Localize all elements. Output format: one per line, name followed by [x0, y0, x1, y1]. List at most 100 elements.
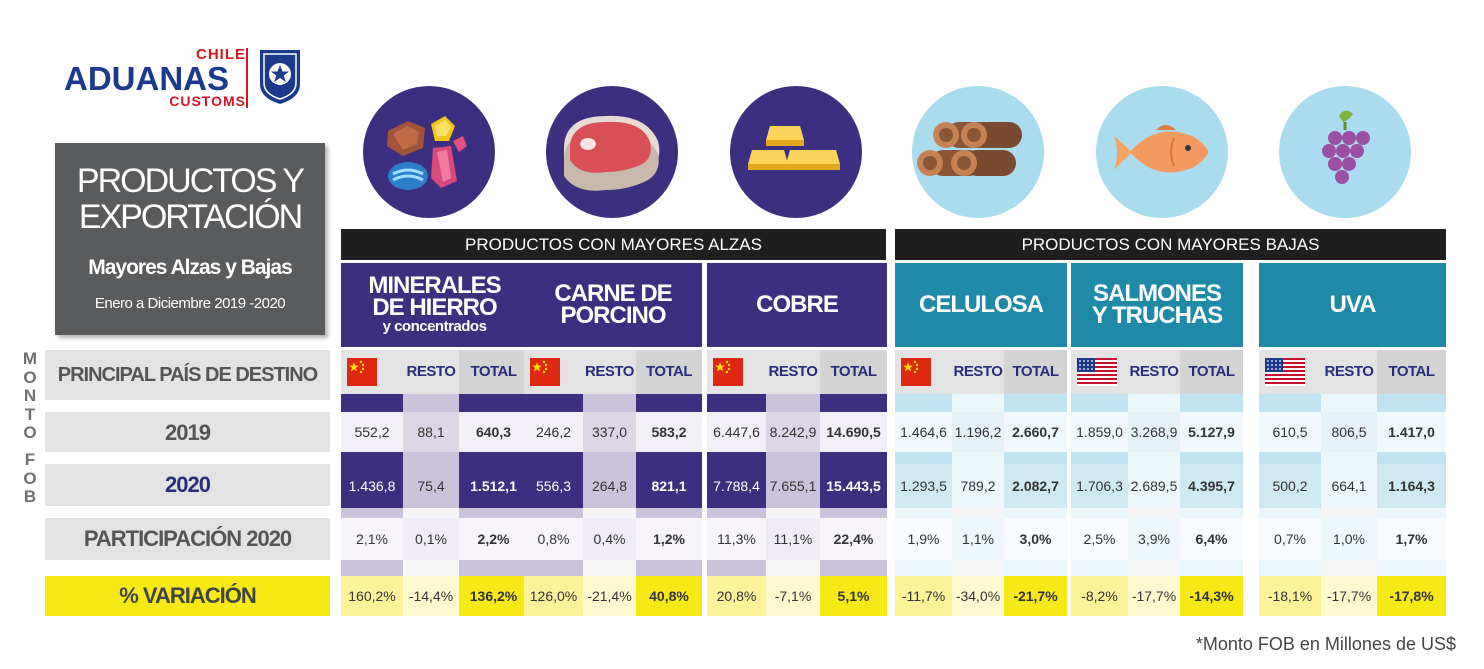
resto-header: RESTO: [1324, 363, 1374, 380]
period: Enero a Diciembre 2019 -2020: [94, 295, 286, 312]
row-spacer: [820, 508, 887, 518]
part-cell: 22,4%: [820, 518, 887, 560]
subtitle: Mayores Alzas y Bajas: [88, 256, 293, 279]
row-spacer: [952, 560, 1004, 576]
fish-icon: [1096, 86, 1228, 218]
total-header: TOTAL: [1180, 350, 1243, 394]
vlabel-letter: O: [23, 423, 37, 443]
title-panel: PRODUCTOS Y EXPORTACIÓN Mayores Alzas y …: [55, 143, 325, 335]
v2019-cell: 5.127,9: [1180, 412, 1243, 452]
part-cell: 11,1%: [766, 518, 820, 560]
product-name-line: COBRE: [756, 291, 839, 318]
var-cell: -7,1%: [766, 576, 820, 616]
row-spacer: [820, 560, 887, 576]
v2019-cell: 640,3: [459, 412, 528, 452]
row-spacer: [766, 560, 820, 576]
v2020-cell: 264,8: [583, 464, 636, 508]
row-spacer: [1071, 560, 1128, 576]
row-spacer: [1004, 508, 1067, 518]
product-title: CELULOSA: [895, 263, 1067, 347]
row-spacer: [895, 452, 952, 464]
v2020-cell: 1.706,3: [1071, 464, 1128, 508]
v2020-cell: 4.395,7: [1180, 464, 1243, 508]
row-spacer: [1071, 394, 1128, 412]
row-spacer: [1128, 560, 1180, 576]
vlabel-letter: N: [23, 386, 37, 406]
row-spacer: [952, 508, 1004, 518]
row-spacer: [1071, 452, 1128, 464]
logo-divider: [246, 48, 248, 108]
vlabel-letter: F: [24, 449, 36, 469]
part-cell: 1,9%: [895, 518, 952, 560]
row-spacer: [952, 452, 1004, 464]
v2020-cell: 2.082,7: [1004, 464, 1067, 508]
row-spacer: [1128, 508, 1180, 518]
row-spacer: [583, 508, 636, 518]
vlabel-letter: M: [22, 349, 38, 368]
vlabel-letter: O: [23, 468, 37, 488]
var-cell: 136,2%: [459, 576, 528, 616]
row-spacer: [403, 452, 459, 464]
var-cell: -14,3%: [1180, 576, 1243, 616]
row-spacer: [341, 452, 403, 464]
part-cell: 2,2%: [459, 518, 528, 560]
row-spacer: [1321, 394, 1377, 412]
china-flag: [347, 358, 377, 386]
vlabel-letter: O: [23, 367, 37, 387]
v2020-cell: 7.788,4: [707, 464, 766, 508]
row-spacer: [1004, 394, 1067, 412]
var-cell: 126,0%: [524, 576, 583, 616]
minerals-icon: [363, 86, 495, 218]
monto-fob-vertical-label: M O N T O F O B: [20, 349, 40, 507]
section-header-bajas: PRODUCTOS CON MAYORES BAJAS: [895, 229, 1446, 260]
row-spacer: [1321, 452, 1377, 464]
product-name-line: CARNE DE: [554, 280, 672, 307]
product-name-line: DE HIERRO: [372, 294, 497, 321]
part-cell: 1,7%: [1377, 518, 1446, 560]
product-name-line: CELULOSA: [919, 291, 1044, 318]
v2019-cell: 552,2: [341, 412, 403, 452]
row-spacer: [1321, 508, 1377, 518]
customs-badge-icon: [260, 50, 300, 104]
row-spacer: [1259, 394, 1321, 412]
row-spacer: [895, 394, 952, 412]
usa-flag: [1265, 358, 1305, 386]
v2020-cell: 1.436,8: [341, 464, 403, 508]
product-name-line: PORCINO: [560, 302, 666, 329]
part-cell: 0,4%: [583, 518, 636, 560]
var-cell: 160,2%: [341, 576, 403, 616]
var-cell: -21,4%: [583, 576, 636, 616]
v2019-cell: 337,0: [583, 412, 636, 452]
row-spacer: [459, 394, 528, 412]
v2020-cell: 7.655,1: [766, 464, 820, 508]
row-spacer: [1377, 508, 1446, 518]
row-spacer: [707, 508, 766, 518]
row-label-2019: 2019: [45, 412, 330, 452]
row-spacer: [707, 560, 766, 576]
row-spacer: [459, 560, 528, 576]
var-cell: -14,4%: [403, 576, 459, 616]
row-spacer: [341, 508, 403, 518]
row-spacer: [524, 508, 583, 518]
row-spacer: [1377, 452, 1446, 464]
logo-customs-text: CUSTOMS: [169, 93, 246, 109]
row-spacer: [1128, 452, 1180, 464]
logo-chile-text: CHILE: [196, 46, 246, 63]
product-name-line: Y TRUCHAS: [1091, 302, 1224, 329]
v2019-cell: 610,5: [1259, 412, 1321, 452]
row-spacer: [636, 560, 702, 576]
var-cell: 40,8%: [636, 576, 702, 616]
row-spacer: [524, 452, 583, 464]
total-header: TOTAL: [636, 350, 702, 394]
part-cell: 2,1%: [341, 518, 403, 560]
row-spacer: [583, 452, 636, 464]
var-cell: -34,0%: [952, 576, 1004, 616]
row-spacer: [895, 560, 952, 576]
row-spacer: [1071, 508, 1128, 518]
var-cell: 5,1%: [820, 576, 887, 616]
var-cell: -11,7%: [895, 576, 952, 616]
product-column-4: SALMONES Y TRUCHAS RESTO TOTAL 1.859,0 3.268,…: [1071, 0, 1243, 669]
product-title: CARNE DE PORCINO: [524, 263, 702, 347]
row-spacer: [583, 394, 636, 412]
row-spacer: [707, 452, 766, 464]
